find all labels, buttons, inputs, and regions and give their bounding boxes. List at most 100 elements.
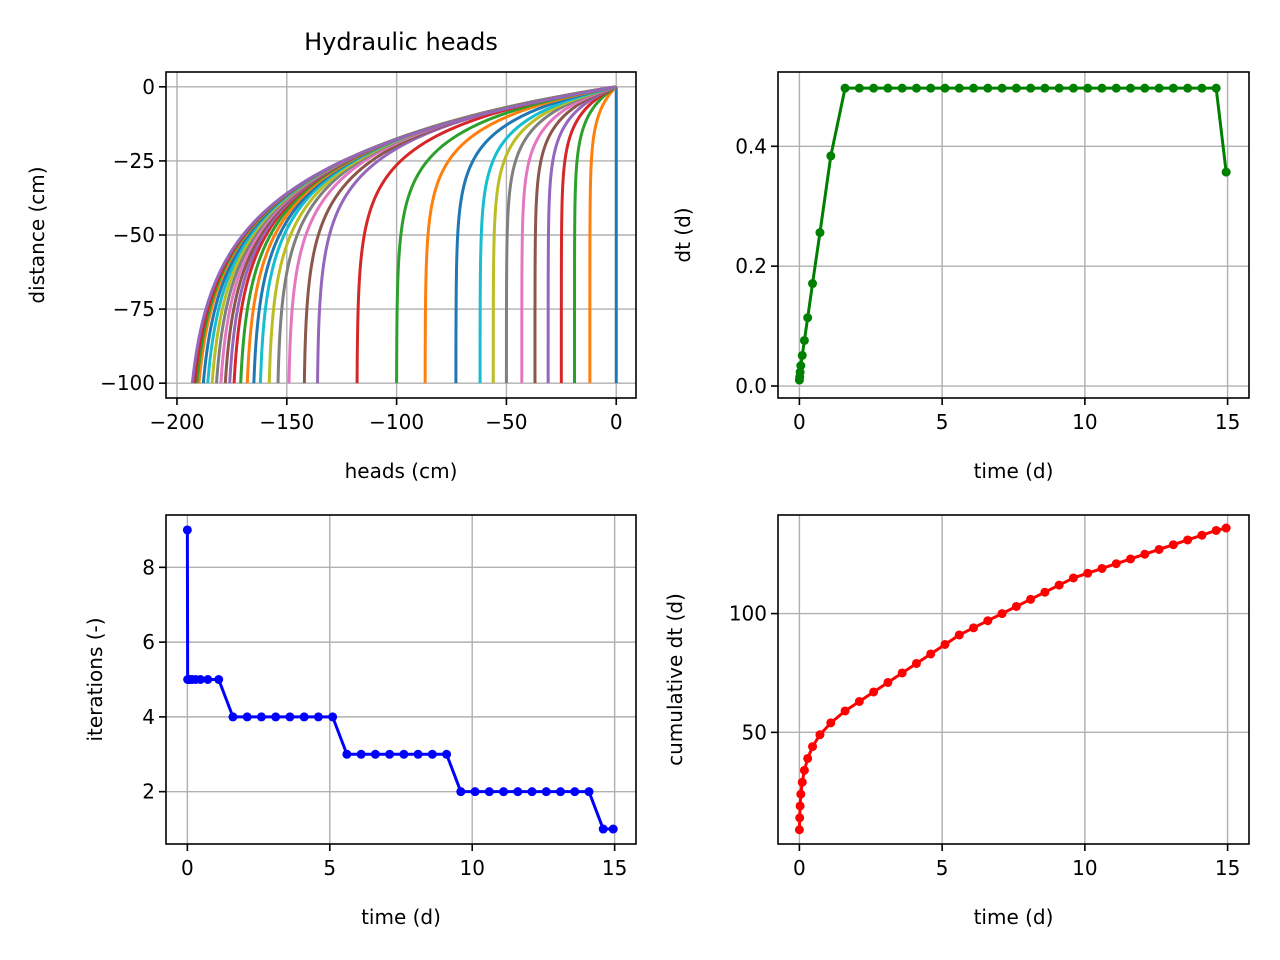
data-point	[954, 83, 964, 93]
data-point	[1083, 83, 1093, 93]
x-tick-label: −150	[259, 410, 314, 434]
data-point	[854, 83, 864, 93]
data-point	[1154, 83, 1164, 93]
data-point	[1026, 83, 1036, 93]
head-profile-line	[573, 85, 618, 384]
subplot-4: 0 5 10 15 50 100 time (d) cumulative dt (d)	[663, 514, 1250, 929]
x-tick-label: 5	[936, 856, 949, 880]
x-tick-label: 0	[793, 856, 806, 880]
data-point	[796, 361, 806, 371]
data-point	[1154, 544, 1164, 554]
y-axis-label: dt (d)	[671, 207, 695, 262]
x-tick-label: 5	[936, 410, 949, 434]
data-point	[556, 787, 566, 797]
data-point	[854, 696, 864, 706]
y-tick-label: 8	[142, 555, 155, 579]
data-point	[370, 749, 380, 759]
data-point	[584, 787, 594, 797]
head-profile-line	[395, 85, 617, 384]
data-point	[997, 83, 1007, 93]
data-point	[598, 824, 608, 834]
y-tick-label: 0.4	[735, 134, 767, 158]
x-tick-label: 15	[1215, 856, 1240, 880]
chart-title: Hydraulic heads	[304, 28, 498, 56]
data-point	[608, 824, 618, 834]
data-point	[513, 787, 523, 797]
data-point	[1221, 167, 1231, 177]
data-point	[470, 787, 480, 797]
data-point	[285, 712, 295, 722]
data-point	[1011, 601, 1021, 611]
y-tick-label: −75	[113, 297, 155, 321]
data-point	[1183, 83, 1193, 93]
x-tick-label: −50	[485, 410, 527, 434]
data-point	[797, 777, 807, 787]
y-axis-label: iterations (-)	[83, 617, 107, 741]
data-point	[228, 712, 238, 722]
data-point	[969, 83, 979, 93]
data-point	[883, 83, 893, 93]
subplot-3: 0 5 10 15 2 4 6 8 time (d) iterations (-)	[83, 514, 637, 929]
head-profile-line	[504, 85, 617, 384]
x-tick-label: 0	[793, 410, 806, 434]
axes-frame	[777, 71, 1250, 399]
x-axis-label: time (d)	[974, 905, 1054, 929]
x-axis-label: time (d)	[974, 459, 1054, 483]
subplot-2: 0 5 10 15 0.0 0.2 0.4 time (d) dt (d)	[671, 71, 1250, 483]
data-point	[911, 658, 921, 668]
y-tick-label: −25	[113, 149, 155, 173]
data-point	[1097, 563, 1107, 573]
data-point	[456, 787, 466, 797]
data-point	[203, 675, 213, 684]
data-point	[940, 639, 950, 649]
plot-area	[190, 85, 618, 384]
y-tick-label: 0	[142, 75, 155, 99]
y-tick-label: 6	[142, 630, 155, 654]
data-point	[182, 525, 192, 535]
head-profile-line	[302, 85, 617, 384]
y-tick-label: 0.2	[735, 254, 767, 278]
y-tick-label: −100	[100, 371, 155, 395]
data-point	[808, 742, 818, 752]
data-point	[840, 83, 850, 93]
head-profile-line	[478, 85, 617, 384]
data-point	[356, 749, 366, 759]
data-point	[883, 677, 893, 687]
head-profile-line	[355, 85, 617, 384]
y-axis-label: distance (cm)	[25, 166, 49, 303]
x-tick-label: −100	[369, 410, 424, 434]
data-point	[271, 712, 281, 722]
data-point	[815, 228, 825, 238]
data-point	[797, 350, 807, 360]
head-profile-line	[454, 85, 617, 384]
data-point	[195, 675, 205, 684]
data-point	[954, 630, 964, 640]
data-point	[242, 712, 252, 722]
data-point	[1054, 580, 1064, 590]
x-tick-label: 0	[610, 410, 623, 434]
data-point	[442, 749, 452, 759]
data-point	[1111, 559, 1121, 569]
data-point	[1054, 83, 1064, 93]
data-point	[826, 718, 836, 728]
data-point	[1026, 594, 1036, 604]
data-point	[1211, 525, 1221, 535]
head-profile-line	[533, 85, 617, 384]
data-point	[840, 706, 850, 716]
head-profile-line	[190, 85, 617, 384]
head-profile-line	[491, 85, 617, 384]
data-point	[796, 789, 806, 799]
data-point	[1040, 587, 1050, 597]
y-tick-label: −50	[113, 223, 155, 247]
data-point	[1097, 83, 1107, 93]
data-point	[570, 787, 580, 797]
data-point	[427, 749, 437, 759]
data-point	[342, 749, 352, 759]
x-tick-label: 10	[459, 856, 484, 880]
data-point	[794, 825, 804, 835]
data-point	[997, 609, 1007, 619]
plot-area	[794, 523, 1231, 835]
data-point	[541, 787, 551, 797]
data-point	[484, 787, 494, 797]
